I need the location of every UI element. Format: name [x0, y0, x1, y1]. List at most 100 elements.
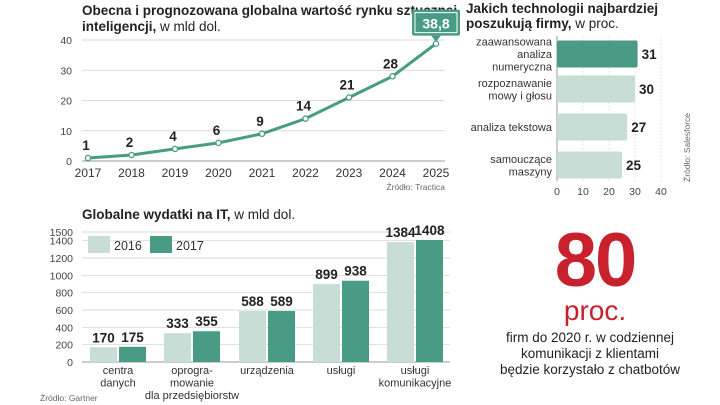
data-point	[84, 154, 92, 162]
bar	[557, 75, 635, 103]
y-tick-label: 40	[60, 35, 72, 47]
value-label: 38,8	[422, 16, 449, 32]
value-label: 589	[270, 294, 293, 309]
value-label: 588	[241, 294, 264, 309]
y-tick-label: 1400	[50, 236, 74, 248]
value-label-frame	[414, 12, 458, 34]
data-point	[389, 73, 396, 80]
category-label: mowanie	[170, 378, 214, 390]
y-tick-label: 0	[66, 156, 72, 168]
bar	[268, 310, 295, 362]
legend-label: 2016	[114, 239, 142, 253]
source-note: Źródło: Tractica	[386, 182, 445, 192]
category-label: analiza tekstowa	[471, 122, 553, 134]
x-tick-label: 40	[655, 186, 667, 198]
value-label: 175	[121, 330, 144, 345]
category-label: zaawansowana	[476, 37, 553, 49]
source-note: Źródło: Gartner	[40, 393, 98, 403]
value-label: 6	[213, 123, 221, 138]
bar	[387, 242, 414, 362]
value-label: 899	[315, 267, 338, 282]
y-tick-label: 1500	[50, 227, 74, 239]
bar	[239, 311, 266, 362]
data-point	[302, 115, 309, 122]
value-label: 21	[339, 77, 355, 92]
x-tick-label: 2021	[249, 166, 276, 180]
value-label: 355	[195, 314, 218, 329]
x-tick-label: 2019	[162, 166, 189, 180]
y-tick-label: 200	[55, 340, 73, 352]
bar	[90, 347, 117, 362]
stat-caption: firm do 2020 r. w codziennej komunikacji…	[470, 330, 710, 378]
x-tick-label: 2020	[205, 166, 232, 180]
value-label: 1384	[385, 225, 416, 240]
chart-title: Obecna i prognozowana globalna wartość r…	[82, 3, 457, 18]
y-tick-label: 20	[60, 96, 72, 108]
value-label: 9	[256, 114, 264, 129]
x-tick-label: 2024	[379, 166, 406, 180]
value-label: 28	[383, 56, 399, 71]
value-label-pointer	[431, 35, 441, 42]
value-label-box	[412, 9, 460, 36]
x-tick-label: 0	[554, 186, 560, 198]
bar	[313, 284, 340, 362]
category-label: maszyny	[509, 166, 553, 178]
value-label: 27	[631, 120, 646, 135]
value-label: 1	[82, 138, 90, 153]
category-label: dla przedsiębiorstw	[145, 390, 239, 402]
category-label: komunikacyjne	[379, 378, 452, 390]
bar	[342, 280, 369, 362]
value-label: 333	[166, 316, 189, 331]
value-label: 31	[642, 47, 658, 62]
bar	[416, 239, 443, 362]
x-tick-label: 2018	[118, 166, 145, 180]
bar	[119, 346, 146, 362]
category-label: urządzenia	[240, 365, 295, 377]
y-tick-label: 30	[60, 65, 72, 77]
stat-number: 80	[554, 218, 638, 303]
category-label: samouczące	[490, 154, 552, 166]
data-point	[215, 139, 222, 147]
x-tick-label: 20	[603, 186, 615, 198]
category-label: numeryczna	[492, 62, 553, 74]
bar	[557, 113, 628, 141]
y-tick-label: 1000	[50, 270, 74, 282]
legend-label: 2017	[176, 239, 204, 253]
bar	[193, 331, 220, 362]
data-point	[345, 94, 353, 101]
stat-unit: proc.	[563, 295, 627, 326]
data-point	[258, 130, 266, 138]
y-tick-label: 600	[55, 305, 73, 317]
category-label: oprogra-	[171, 365, 213, 377]
stat-caption-line: komunikacji z klientami	[520, 346, 660, 361]
x-tick-label: 2022	[292, 166, 319, 180]
category-label: usługi	[327, 365, 356, 377]
y-tick-label: 400	[55, 322, 73, 334]
value-label: 938	[344, 264, 367, 279]
data-point	[171, 145, 179, 153]
legend-swatch	[88, 236, 110, 253]
y-tick-label: 0	[67, 357, 73, 369]
chart-subtitle: poszukują firmy, w proc.	[466, 16, 619, 31]
y-tick-label: 800	[55, 288, 73, 300]
bar	[164, 333, 191, 362]
chart-title: Jakich technologii najbardziej	[466, 1, 658, 16]
x-tick-label: 30	[629, 186, 641, 198]
value-label: 4	[169, 129, 177, 144]
source-note: Źródło: Salesforce	[682, 113, 692, 182]
category-label: danych	[100, 378, 135, 390]
y-tick-label: 1200	[50, 253, 74, 265]
category-label: centra	[103, 365, 134, 377]
chart-title: Globalne wydatki na IT, w mld dol.	[82, 207, 295, 222]
x-tick-label: 2025	[423, 166, 450, 180]
value-label: 1408	[414, 223, 445, 238]
value-label: 2	[126, 135, 134, 150]
bar	[557, 151, 622, 179]
value-label: 14	[296, 99, 312, 114]
x-tick-label: 10	[577, 186, 589, 198]
value-label: 170	[92, 330, 115, 345]
x-tick-label: 2023	[336, 166, 363, 180]
chart-subtitle: inteligencji, w mld dol.	[82, 19, 221, 34]
value-label: 30	[639, 82, 654, 97]
